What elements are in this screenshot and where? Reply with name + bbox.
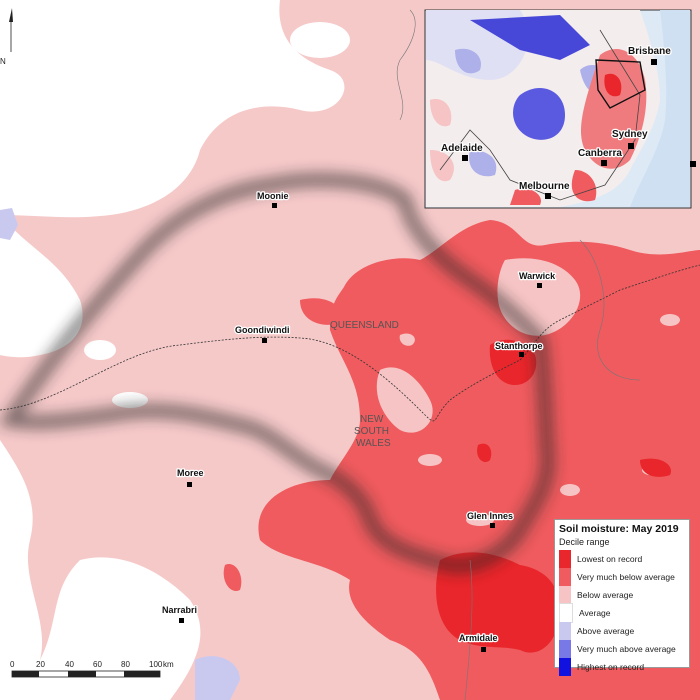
legend-item-above: Above average bbox=[559, 622, 685, 640]
legend-item-average: Average bbox=[559, 603, 685, 623]
inset-marker-melbourne bbox=[545, 193, 551, 199]
scale-bar: 0 20 40 60 80 100 km bbox=[10, 660, 174, 678]
legend-item-lowest: Lowest on record bbox=[559, 550, 685, 568]
inset-label-canberra: Canberra bbox=[578, 148, 622, 159]
town-marker-moree bbox=[187, 482, 192, 487]
scale-tick-80: 80 bbox=[121, 660, 130, 669]
legend-item-very-much-below: Very much below average bbox=[559, 568, 685, 586]
scale-tick-20: 20 bbox=[36, 660, 45, 669]
legend-label-very-much-above: Very much above average bbox=[577, 644, 676, 654]
inset-label-sydney: Sydney bbox=[612, 129, 648, 140]
north-arrow: N bbox=[0, 8, 13, 66]
town-label-moonie: Moonie bbox=[257, 191, 289, 201]
legend: Soil moisture: May 2019 Decile range Low… bbox=[554, 519, 690, 676]
legend-swatch-highest bbox=[559, 658, 571, 676]
legend-title: Soil moisture: May 2019 bbox=[559, 523, 679, 535]
legend-label-very-much-below: Very much below average bbox=[577, 572, 675, 582]
inset-marker-adelaide bbox=[462, 155, 468, 161]
legend-label-below: Below average bbox=[577, 590, 634, 600]
legend-label-lowest: Lowest on record bbox=[577, 554, 643, 564]
town-marker-moonie bbox=[272, 203, 277, 208]
legend-swatch-average bbox=[559, 603, 573, 623]
town-markers: Moonie Warwick Goondiwindi Stanthorpe Mo… bbox=[161, 190, 557, 652]
scale-tick-0: 0 bbox=[10, 660, 15, 669]
town-label-narrabri: Narrabri bbox=[162, 605, 197, 615]
legend-subtitle: Decile range bbox=[559, 537, 610, 547]
nsw-label-line1: NEW bbox=[360, 414, 384, 425]
inset-label-adelaide: Adelaide bbox=[441, 143, 483, 154]
legend-swatch-below bbox=[559, 586, 571, 604]
inset-marker-sydney bbox=[628, 143, 634, 149]
legend-label-highest: Highest on record bbox=[577, 662, 645, 672]
legend-item-very-much-above: Very much above average bbox=[559, 640, 685, 658]
state-border bbox=[0, 264, 700, 422]
legend-label-above: Above average bbox=[577, 626, 635, 636]
scale-tick-40: 40 bbox=[65, 660, 74, 669]
legend-item-highest: Highest on record bbox=[559, 658, 685, 676]
inset-map: Brisbane Sydney Canberra Adelaide Melbou… bbox=[424, 9, 696, 209]
nsw-label-line2: SOUTH bbox=[354, 426, 389, 437]
inset-label-brisbane: Brisbane bbox=[628, 46, 671, 57]
town-label-moree: Moree bbox=[177, 468, 204, 478]
town-marker-warwick bbox=[537, 283, 542, 288]
scale-unit: km bbox=[163, 660, 174, 669]
legend-swatch-very-much-above bbox=[559, 640, 571, 658]
town-marker-glen-innes bbox=[490, 523, 495, 528]
legend-swatch-lowest bbox=[559, 550, 571, 568]
region-shade bbox=[0, 173, 556, 573]
town-marker-stanthorpe bbox=[519, 352, 524, 357]
town-label-stanthorpe: Stanthorpe bbox=[495, 341, 543, 351]
legend-swatch-above bbox=[559, 622, 571, 640]
rivers bbox=[396, 9, 641, 700]
legend-items: Lowest on record Very much below average… bbox=[559, 550, 685, 676]
town-marker-armidale bbox=[481, 647, 486, 652]
scale-tick-60: 60 bbox=[93, 660, 102, 669]
legend-swatch-very-much-below bbox=[559, 568, 571, 586]
lowest-on-record-areas bbox=[436, 339, 671, 653]
town-label-glen-innes: Glen Innes bbox=[467, 511, 513, 521]
town-marker-goondiwindi bbox=[262, 338, 267, 343]
inset-marker-offmap bbox=[690, 161, 696, 167]
north-arrow-label: N bbox=[0, 57, 6, 66]
town-label-armidale: Armidale bbox=[459, 633, 498, 643]
legend-label-average: Average bbox=[579, 608, 611, 618]
above-average-areas bbox=[0, 208, 240, 700]
town-label-goondiwindi: Goondiwindi bbox=[235, 325, 290, 335]
inset-marker-brisbane bbox=[651, 59, 657, 65]
legend-item-below: Below average bbox=[559, 586, 685, 604]
nsw-label-line3: WALES bbox=[356, 438, 391, 449]
town-label-warwick: Warwick bbox=[519, 271, 556, 281]
scale-tick-100: 100 bbox=[149, 660, 163, 669]
inset-marker-canberra bbox=[601, 160, 607, 166]
queensland-label: QUEENSLAND bbox=[330, 320, 399, 331]
inset-label-melbourne: Melbourne bbox=[519, 181, 570, 192]
town-marker-narrabri bbox=[179, 618, 184, 623]
